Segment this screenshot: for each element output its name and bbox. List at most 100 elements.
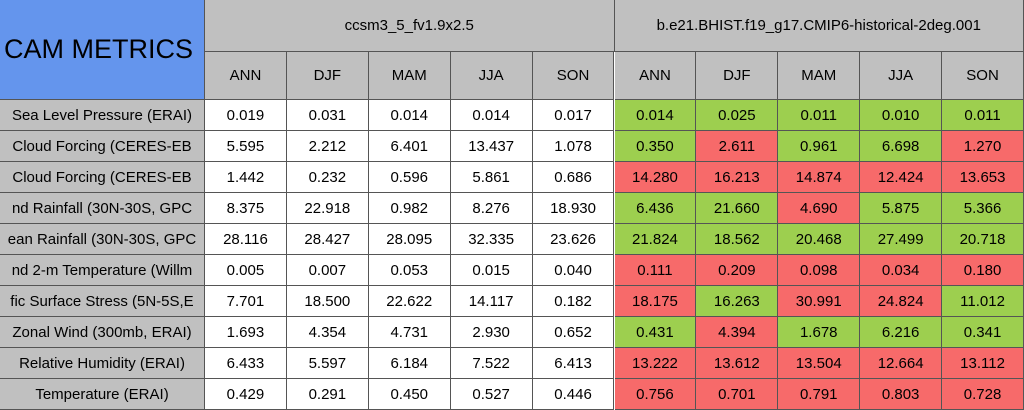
metric-value: 0.728	[942, 379, 1024, 410]
metric-value: 4.354	[286, 317, 369, 348]
metric-value: 4.690	[778, 193, 861, 224]
metric-value: 4.394	[696, 317, 779, 348]
metric-value: 0.014	[614, 100, 697, 131]
metric-value: 6.216	[860, 317, 943, 348]
metric-value: 0.527	[450, 379, 533, 410]
row-label: Relative Humidity (ERAI)	[0, 348, 205, 379]
metric-value: 18.500	[286, 286, 369, 317]
metric-value: 0.010	[860, 100, 943, 131]
metric-value: 0.053	[368, 255, 451, 286]
metric-value: 5.597	[286, 348, 369, 379]
metric-value: 0.182	[532, 286, 615, 317]
metric-value: 2.212	[286, 131, 369, 162]
metric-value: 8.375	[205, 193, 287, 224]
metric-value: 14.280	[614, 162, 697, 193]
metric-value: 0.180	[942, 255, 1024, 286]
case-name: b.e21.BHIST.f19_g17.CMIP6-historical-2de…	[614, 0, 1024, 52]
metric-value: 12.424	[860, 162, 943, 193]
metric-value: 0.982	[368, 193, 451, 224]
metric-value: 1.442	[205, 162, 287, 193]
metric-value: 0.652	[532, 317, 615, 348]
season-header: DJF	[696, 52, 779, 100]
metric-value: 23.626	[532, 224, 615, 255]
metric-value: 28.427	[286, 224, 369, 255]
metric-value: 24.824	[860, 286, 943, 317]
metric-value: 0.005	[205, 255, 287, 286]
metric-value: 6.184	[368, 348, 451, 379]
metric-value: 28.116	[205, 224, 287, 255]
metric-value: 16.263	[696, 286, 779, 317]
metric-value: 1.270	[942, 131, 1024, 162]
title: CAM METRICS	[0, 0, 205, 100]
season-header: MAM	[368, 52, 451, 100]
metric-value: 22.918	[286, 193, 369, 224]
metric-value: 14.117	[450, 286, 533, 317]
metric-value: 1.078	[532, 131, 615, 162]
metric-value: 0.209	[696, 255, 779, 286]
row-label: Cloud Forcing (CERES-EB	[0, 162, 205, 193]
metric-value: 18.562	[696, 224, 779, 255]
metric-value: 16.213	[696, 162, 779, 193]
metric-value: 0.019	[205, 100, 287, 131]
season-header: JJA	[860, 52, 943, 100]
metric-value: 8.276	[450, 193, 533, 224]
metric-value: 0.034	[860, 255, 943, 286]
row-label: Cloud Forcing (CERES-EB	[0, 131, 205, 162]
case-name: ccsm3_5_fv1.9x2.5	[205, 0, 615, 52]
metric-value: 0.040	[532, 255, 615, 286]
metric-value: 6.698	[860, 131, 943, 162]
metric-value: 21.660	[696, 193, 779, 224]
metric-value: 0.291	[286, 379, 369, 410]
metric-value: 0.011	[778, 100, 861, 131]
metric-value: 18.930	[532, 193, 615, 224]
metric-value: 0.031	[286, 100, 369, 131]
metric-value: 2.611	[696, 131, 779, 162]
metric-value: 0.098	[778, 255, 861, 286]
metric-value: 13.504	[778, 348, 861, 379]
metric-value: 0.429	[205, 379, 287, 410]
season-header: SON	[942, 52, 1024, 100]
metric-value: 5.366	[942, 193, 1024, 224]
metric-value: 2.930	[450, 317, 533, 348]
metric-value: 5.875	[860, 193, 943, 224]
metric-value: 0.803	[860, 379, 943, 410]
metric-value: 0.450	[368, 379, 451, 410]
metric-value: 13.437	[450, 131, 533, 162]
metric-value: 27.499	[860, 224, 943, 255]
row-label: Temperature (ERAI)	[0, 379, 205, 410]
metric-value: 22.622	[368, 286, 451, 317]
row-label: Zonal Wind (300mb, ERAI)	[0, 317, 205, 348]
row-label: ean Rainfall (30N-30S, GPC	[0, 224, 205, 255]
metric-value: 28.095	[368, 224, 451, 255]
metric-value: 6.433	[205, 348, 287, 379]
metric-value: 5.861	[450, 162, 533, 193]
metric-value: 0.011	[942, 100, 1024, 131]
metric-value: 0.017	[532, 100, 615, 131]
metric-value: 0.686	[532, 162, 615, 193]
row-label: nd 2-m Temperature (Willm	[0, 255, 205, 286]
metric-value: 0.791	[778, 379, 861, 410]
row-label: fic Surface Stress (5N-5S,E	[0, 286, 205, 317]
metric-value: 4.731	[368, 317, 451, 348]
metric-value: 0.014	[450, 100, 533, 131]
metric-value: 0.431	[614, 317, 697, 348]
season-header: ANN	[205, 52, 287, 100]
metric-value: 0.961	[778, 131, 861, 162]
metric-value: 5.595	[205, 131, 287, 162]
metric-value: 0.701	[696, 379, 779, 410]
metric-value: 21.824	[614, 224, 697, 255]
row-label: nd Rainfall (30N-30S, GPC	[0, 193, 205, 224]
metric-value: 13.112	[942, 348, 1024, 379]
season-header: DJF	[286, 52, 369, 100]
metric-value: 0.025	[696, 100, 779, 131]
row-label: Sea Level Pressure (ERAI)	[0, 100, 205, 131]
metric-value: 13.612	[696, 348, 779, 379]
metric-value: 12.664	[860, 348, 943, 379]
metric-value: 11.012	[942, 286, 1024, 317]
metric-value: 13.222	[614, 348, 697, 379]
metric-value: 6.413	[532, 348, 615, 379]
metric-value: 0.446	[532, 379, 615, 410]
metric-value: 0.341	[942, 317, 1024, 348]
metric-value: 1.678	[778, 317, 861, 348]
